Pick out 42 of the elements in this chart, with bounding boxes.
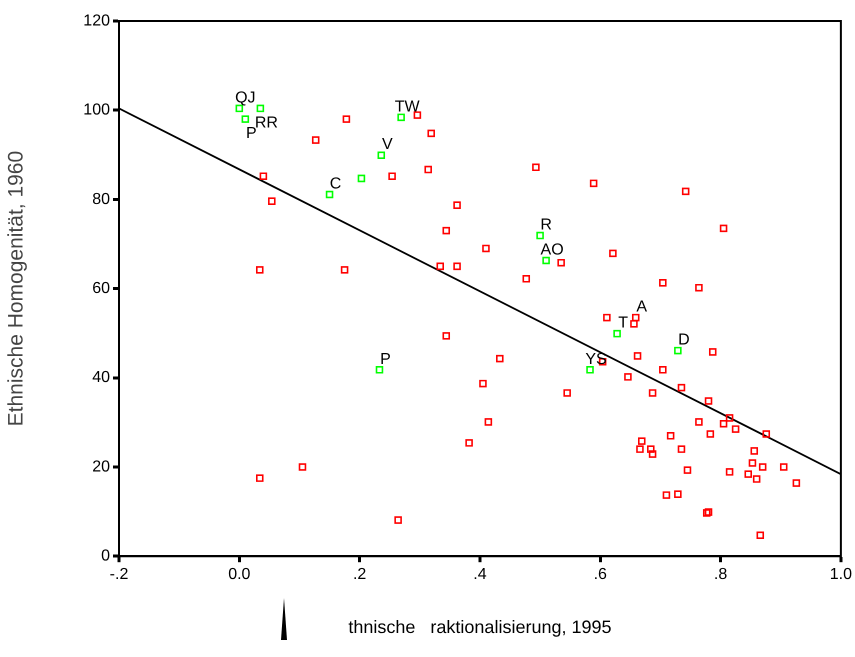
y-tick-label: 100	[83, 102, 110, 119]
annotation: P	[246, 125, 257, 142]
x-tick-label: .8	[714, 566, 728, 584]
point	[542, 256, 550, 264]
point	[376, 366, 384, 374]
annotation: Q	[235, 89, 248, 106]
y-tick-label: 20	[92, 458, 110, 476]
x-tick-label: 1.0	[830, 566, 852, 584]
point	[397, 114, 405, 122]
x-tick-label: .4	[473, 566, 487, 584]
point	[242, 115, 250, 123]
y-tick-label: 40	[92, 369, 110, 386]
y-axis-title: Ethnische Homogenität, 1960	[4, 150, 28, 426]
y-tick-label: 60	[92, 280, 110, 298]
annotation: D	[678, 332, 690, 349]
annotation: J	[248, 89, 256, 106]
annotation: A	[636, 298, 648, 316]
point	[613, 330, 621, 338]
point	[326, 190, 334, 198]
point	[674, 346, 682, 354]
x-tick-label: 0.0	[228, 566, 251, 584]
y-tick-label: 120	[83, 12, 110, 30]
point	[536, 232, 544, 240]
point	[358, 174, 366, 182]
x-tick-label: -.2	[110, 566, 128, 584]
annotation: R	[266, 114, 278, 132]
annotation: R	[254, 114, 266, 132]
annotation: R	[540, 216, 552, 234]
annotation: T	[618, 314, 628, 332]
x-tick-label: .2	[352, 566, 366, 584]
y-tick-label: 80	[92, 190, 110, 208]
x-axis-title: thnische raktionalisierung, 1995	[348, 617, 612, 638]
annotation: P	[380, 350, 391, 368]
x-tick-label: .6	[594, 566, 608, 584]
annotation: AO	[540, 242, 564, 258]
point	[256, 104, 264, 112]
annotation: TW	[394, 98, 420, 116]
point	[586, 366, 594, 374]
annotation: V	[382, 136, 393, 154]
point	[378, 151, 386, 160]
y-tick-label: 0	[101, 548, 110, 565]
annotation: C	[330, 175, 342, 192]
